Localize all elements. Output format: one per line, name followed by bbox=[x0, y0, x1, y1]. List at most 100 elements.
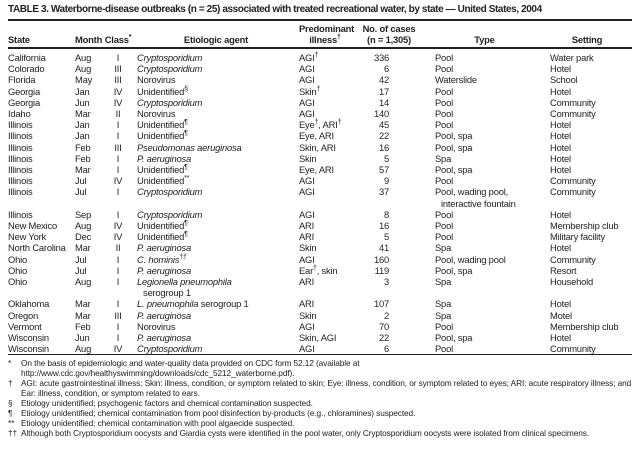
cell-etiologic-agent: Cryptosporidium bbox=[133, 209, 299, 220]
cell-illness: AGI bbox=[299, 63, 315, 75]
cell-type: Pool bbox=[427, 231, 542, 242]
header-row: State Month Class* Etiologic agent Predo… bbox=[8, 21, 632, 49]
table-row: Florida May III Norovirus AGI 42 Watersl… bbox=[8, 74, 632, 85]
cell-setting: Hotel bbox=[550, 208, 571, 220]
cell-setting: Hotel bbox=[550, 242, 571, 254]
cell-state: Ohio bbox=[8, 276, 28, 288]
cell-etiologic-agent: P. aeruginosa bbox=[133, 242, 299, 253]
cell-month: Jul bbox=[75, 253, 87, 265]
type-text: Spa bbox=[435, 242, 452, 254]
type-text: Pool, wading pool, bbox=[435, 186, 509, 198]
cell-state: Colorado bbox=[8, 63, 45, 75]
cell-month: Mar bbox=[75, 108, 91, 120]
agent-footnote-marker: ¶ bbox=[184, 119, 188, 127]
cell-month: Mar bbox=[75, 164, 91, 176]
cell-etiologic-agent: Legionella pneumophila serogroup 1 bbox=[133, 276, 299, 298]
type-text: Pool, spa bbox=[435, 164, 473, 176]
agent-footnote-marker: ¶ bbox=[184, 219, 188, 227]
cell-illness: AGI bbox=[299, 96, 315, 108]
cell-etiologic-agent: Cryptosporidium bbox=[133, 186, 299, 208]
cell-type: Pool, spa bbox=[427, 142, 542, 153]
col-header-class: Class* bbox=[103, 21, 133, 49]
cell-state: Florida bbox=[8, 74, 36, 86]
cell-class: IV bbox=[113, 85, 123, 97]
cell-type: Pool, spa bbox=[427, 164, 542, 175]
cell-type: Pool bbox=[427, 220, 542, 231]
agent-name-roman: Norovirus bbox=[137, 320, 176, 332]
cell-cases: 8 bbox=[383, 208, 389, 220]
cell-setting: Community bbox=[550, 175, 596, 187]
cell-class: III bbox=[114, 63, 122, 75]
cell-illness: Skin bbox=[299, 152, 317, 164]
cell-class: I bbox=[116, 253, 120, 265]
cell-type: Spa bbox=[427, 310, 542, 321]
footnotes: * On the basis of epidemiologic and wate… bbox=[8, 355, 632, 438]
agent-name-roman: Unidentified bbox=[137, 220, 185, 232]
cell-etiologic-agent: P. aeruginosa bbox=[133, 332, 299, 343]
table-row: Ohio Jul I P. aeruginosa Ear†, skin 119 … bbox=[8, 265, 632, 276]
cell-class: I bbox=[116, 208, 120, 220]
cell-cases: 160 bbox=[373, 253, 389, 265]
cell-etiologic-agent: Cryptosporidium bbox=[133, 48, 299, 63]
cell-cases: 14 bbox=[378, 96, 389, 108]
cell-cases: 6 bbox=[383, 63, 389, 75]
cell-state: Ohio bbox=[8, 253, 28, 265]
cell-state: North Carolina bbox=[8, 242, 66, 254]
table-row: Idaho Mar II Norovirus AGI 140 Pool Comm… bbox=[8, 108, 632, 119]
cell-setting: Community bbox=[550, 253, 596, 265]
cell-cases: 107 bbox=[373, 298, 389, 310]
cell-etiologic-agent: Unidentified** bbox=[133, 175, 299, 186]
table-row: Illinois Mar I Unidentified¶ Eye, ARI 57… bbox=[8, 164, 632, 175]
type-text: Pool, spa bbox=[435, 264, 473, 276]
cell-class: I bbox=[116, 152, 120, 164]
footnote: ¶ Etiology unidentified; chemical contam… bbox=[8, 408, 632, 418]
cell-setting: Hotel bbox=[550, 164, 571, 176]
cell-state: Oregon bbox=[8, 309, 39, 321]
cell-state: Illinois bbox=[8, 130, 33, 142]
cell-cases: 140 bbox=[373, 108, 389, 120]
cell-type: Pool, spa bbox=[427, 265, 542, 276]
agent-second-line: serogroup 1 bbox=[143, 287, 191, 299]
table-row: Illinois Jul I Cryptosporidium AGI 37 Po… bbox=[8, 186, 632, 208]
cell-month: Jan bbox=[75, 119, 90, 131]
cell-setting: Hotel bbox=[550, 152, 571, 164]
cell-setting: Community bbox=[550, 343, 596, 355]
cell-setting: Hotel bbox=[550, 130, 571, 142]
type-text: Pool bbox=[435, 119, 453, 131]
agent-name-italic: Cryptosporidium bbox=[137, 186, 203, 198]
cell-illness: AGI† bbox=[299, 51, 319, 63]
agent-footnote-marker: ¶ bbox=[184, 231, 188, 239]
cell-type: Pool bbox=[427, 119, 542, 130]
cell-month: Jun bbox=[75, 332, 90, 344]
type-text: Pool bbox=[435, 208, 453, 220]
agent-name-italic: P. aeruginosa bbox=[137, 309, 192, 321]
cell-etiologic-agent: P. aeruginosa bbox=[133, 265, 299, 276]
cell-etiologic-agent: C. hominis†† bbox=[133, 254, 299, 265]
type-text: Pool, spa bbox=[435, 130, 473, 142]
cell-type: Waterslide bbox=[427, 74, 542, 85]
cell-class: I bbox=[116, 52, 120, 63]
cell-cases: 16 bbox=[378, 220, 389, 232]
cell-illness: AGI bbox=[299, 74, 315, 86]
type-text: Pool bbox=[435, 231, 453, 243]
type-text: Pool bbox=[435, 108, 453, 120]
cell-month: Mar bbox=[75, 309, 91, 321]
agent-name-italic: Cryptosporidium bbox=[137, 208, 203, 220]
cell-cases: 5 bbox=[383, 231, 389, 243]
cell-setting: School bbox=[550, 74, 578, 86]
table-row: Illinois Jan I Unidentified¶ Eye, ARI 22… bbox=[8, 130, 632, 141]
type-text: Waterslide bbox=[435, 74, 477, 86]
cell-type: Pool, wading pool, interactive fountain bbox=[427, 186, 542, 208]
cell-illness: Skin† bbox=[299, 85, 321, 97]
cell-type: Spa bbox=[427, 298, 542, 309]
table-row: Illinois Sep I Cryptosporidium AGI 8 Poo… bbox=[8, 209, 632, 220]
footnote: †† Although both Cryptosporidium oocysts… bbox=[8, 428, 632, 438]
agent-name-roman: Unidentified bbox=[137, 175, 185, 187]
cell-state: Illinois bbox=[8, 175, 33, 187]
cell-type: Pool bbox=[427, 97, 542, 108]
cell-illness: Eye, ARI bbox=[299, 164, 334, 176]
cell-class: I bbox=[116, 164, 120, 176]
footnote-text: Etiology unidentified; psychogenic facto… bbox=[21, 398, 313, 409]
agent-name-roman: Unidentified bbox=[137, 130, 185, 142]
cell-setting: Motel bbox=[550, 309, 572, 321]
